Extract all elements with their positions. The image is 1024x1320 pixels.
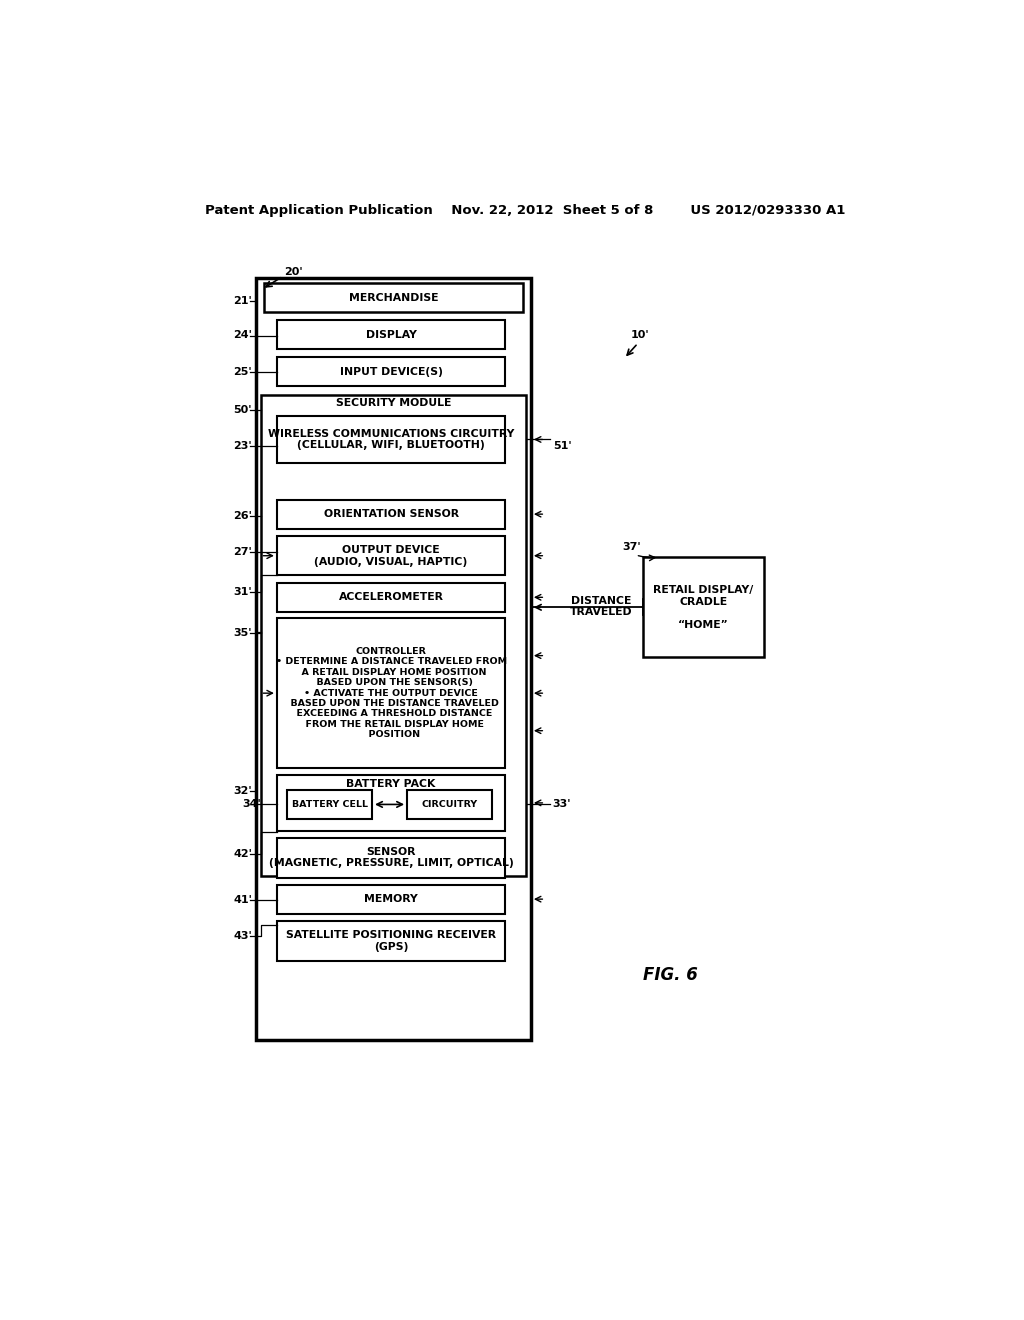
- Text: 37': 37': [623, 543, 641, 552]
- Text: FIG. 6: FIG. 6: [643, 966, 698, 983]
- Text: CIRCUITRY: CIRCUITRY: [422, 800, 477, 809]
- Text: Patent Application Publication    Nov. 22, 2012  Sheet 5 of 8        US 2012/029: Patent Application Publication Nov. 22, …: [205, 205, 845, 218]
- Bar: [276, 618, 506, 768]
- Text: 51': 51': [553, 441, 571, 450]
- Text: 26': 26': [233, 511, 252, 521]
- Bar: [276, 536, 506, 576]
- Text: 34': 34': [243, 799, 261, 809]
- Bar: [260, 395, 526, 876]
- Text: 42': 42': [233, 849, 252, 859]
- Text: 35': 35': [233, 628, 252, 639]
- Text: 21': 21': [233, 296, 252, 306]
- Text: 33': 33': [553, 799, 571, 809]
- Text: SECURITY MODULE: SECURITY MODULE: [336, 399, 452, 408]
- Text: SENSOR
(MAGNETIC, PRESSURE, LIMIT, OPTICAL): SENSOR (MAGNETIC, PRESSURE, LIMIT, OPTIC…: [268, 846, 513, 869]
- Bar: [276, 921, 506, 961]
- Text: BATTERY PACK: BATTERY PACK: [346, 779, 436, 788]
- Text: 27': 27': [233, 546, 252, 557]
- Text: SATELLITE POSITIONING RECEIVER
(GPS): SATELLITE POSITIONING RECEIVER (GPS): [286, 929, 497, 952]
- Text: RETAIL DISPLAY/
CRADLE

“HOME”: RETAIL DISPLAY/ CRADLE “HOME”: [653, 585, 754, 630]
- Bar: [276, 358, 506, 387]
- Text: 20': 20': [285, 268, 303, 277]
- Bar: [276, 499, 506, 529]
- Bar: [276, 884, 506, 913]
- Bar: [643, 557, 764, 657]
- Bar: [276, 582, 506, 612]
- Text: OUTPUT DEVICE
(AUDIO, VISUAL, HAPTIC): OUTPUT DEVICE (AUDIO, VISUAL, HAPTIC): [314, 545, 468, 566]
- Bar: [407, 789, 493, 818]
- Bar: [276, 775, 506, 830]
- Bar: [263, 284, 523, 313]
- Text: BATTERY CELL: BATTERY CELL: [292, 800, 368, 809]
- Bar: [256, 277, 531, 1040]
- Text: 31': 31': [233, 587, 252, 597]
- Text: 43': 43': [233, 931, 252, 941]
- Text: 50': 50': [233, 405, 252, 416]
- Text: ACCELEROMETER: ACCELEROMETER: [339, 593, 443, 602]
- Text: 24': 24': [233, 330, 252, 341]
- Text: WIRELESS COMMUNICATIONS CIRCUITRY
(CELLULAR, WIFI, BLUETOOTH): WIRELESS COMMUNICATIONS CIRCUITRY (CELLU…: [268, 429, 514, 450]
- Bar: [276, 321, 506, 350]
- Text: 25': 25': [233, 367, 252, 378]
- Bar: [276, 416, 506, 462]
- Text: DISTANCE
TRAVELED: DISTANCE TRAVELED: [569, 595, 632, 618]
- Text: INPUT DEVICE(S): INPUT DEVICE(S): [340, 367, 442, 376]
- Text: 32': 32': [233, 785, 252, 796]
- Text: MEMORY: MEMORY: [365, 894, 418, 904]
- Text: DISPLAY: DISPLAY: [366, 330, 417, 339]
- Text: 23': 23': [233, 441, 252, 450]
- Bar: [287, 789, 372, 818]
- Text: 41': 41': [233, 895, 252, 906]
- Text: CONTROLLER
• DETERMINE A DISTANCE TRAVELED FROM
  A RETAIL DISPLAY HOME POSITION: CONTROLLER • DETERMINE A DISTANCE TRAVEL…: [275, 647, 507, 739]
- Text: ORIENTATION SENSOR: ORIENTATION SENSOR: [324, 510, 459, 519]
- Text: MERCHANDISE: MERCHANDISE: [349, 293, 438, 302]
- Bar: [276, 838, 506, 878]
- Text: 10': 10': [630, 330, 649, 341]
